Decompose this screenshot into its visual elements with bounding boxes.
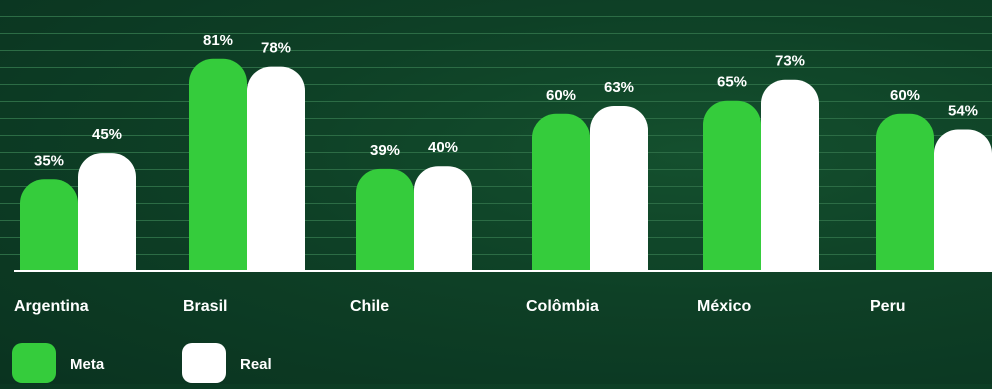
data-labels: 35% 45% 81% 78% 39% 40% 60% 63% 65% 73% 60% 54% [34,32,978,170]
bar-meta-argentina [20,179,78,271]
bar-real-argentina [78,153,136,271]
data-label-real-peru: 54% [948,103,978,120]
data-label-meta-argentina: 35% [34,152,64,169]
bars [20,58,992,271]
legend-swatch-real [182,343,226,383]
x-tick-label-colombia: Colômbia [526,298,599,315]
bar-meta-chile [356,168,414,271]
gridlines [0,16,992,255]
data-label-meta-colombia: 60% [546,87,576,104]
x-tick-label-argentina: Argentina [14,298,89,315]
x-tick-label-brasil: Brasil [183,298,227,315]
bar-real-mexico [761,79,819,271]
bar-real-peru [934,129,992,271]
legend-label-meta: Meta [70,356,105,373]
x-tick-label-peru: Peru [870,298,906,315]
data-label-real-chile: 40% [428,139,458,156]
data-label-meta-chile: 39% [370,142,400,159]
data-label-meta-mexico: 65% [717,74,747,91]
legend-label-real: Real [240,356,272,373]
data-label-meta-peru: 60% [890,87,920,104]
bar-meta-peru [876,113,934,271]
bar-real-colombia [590,105,648,271]
data-label-real-colombia: 63% [604,79,634,96]
data-label-real-mexico: 73% [775,53,805,70]
data-label-real-argentina: 45% [92,126,122,143]
legend-swatch-meta [12,343,56,383]
data-label-real-brasil: 78% [261,40,291,57]
bar-meta-colombia [532,113,590,271]
data-label-meta-brasil: 81% [203,32,233,49]
bar-real-chile [414,166,472,271]
bar-real-brasil [247,66,305,271]
x-axis: Argentina Brasil Chile Colômbia México Peru [14,270,992,315]
bar-meta-brasil [189,58,247,271]
x-tick-label-chile: Chile [350,298,389,315]
legend: Meta Real [12,343,272,383]
bar-meta-mexico [703,100,761,271]
x-tick-label-mexico: México [697,298,751,315]
